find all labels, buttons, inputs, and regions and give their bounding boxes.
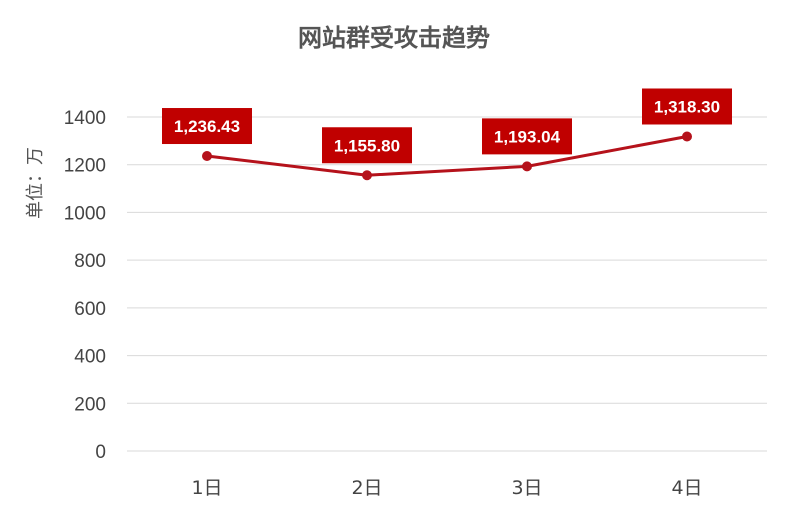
data-label: 1,155.80 (334, 136, 400, 155)
x-tick-label: 1日 (191, 477, 222, 499)
gridlines (127, 116, 767, 452)
data-label: 1,236.43 (174, 117, 240, 136)
y-tick-label: 600 (74, 299, 106, 320)
series-line (205, 134, 689, 177)
data-label-box (322, 127, 412, 164)
y-tick-label: 200 (74, 394, 106, 415)
y-tick-label: 1000 (64, 203, 106, 224)
y-tick-label: 1200 (64, 156, 106, 177)
x-tick-label: 4日 (671, 477, 702, 499)
y-axis-ticks: 0 200 400 600 800 1000 1200 1400 (64, 108, 106, 463)
x-axis-ticks: 1日 2日 3日 4日 (191, 477, 702, 499)
data-point (522, 161, 532, 172)
data-label-box (482, 118, 572, 155)
y-tick-label: 0 (95, 442, 106, 463)
data-label-box (162, 108, 252, 145)
data-point (362, 170, 372, 181)
y-tick-label: 800 (74, 251, 106, 272)
data-label: 1,193.04 (494, 127, 561, 146)
y-axis-label: 单位：万 (25, 147, 46, 219)
y-tick-label: 400 (74, 347, 106, 368)
data-labels: 1,236.43 1,155.80 1,193.04 1,318.30 (162, 88, 732, 164)
y-tick-label: 1400 (64, 108, 106, 129)
data-label: 1,318.30 (654, 97, 720, 116)
data-label-box (642, 88, 732, 125)
x-tick-label: 3日 (511, 477, 542, 499)
x-tick-label: 2日 (351, 477, 382, 499)
data-point (202, 151, 212, 162)
series-layer (202, 131, 692, 181)
data-point (682, 131, 692, 142)
chart-title: 网站群受攻击趋势 (298, 24, 490, 52)
